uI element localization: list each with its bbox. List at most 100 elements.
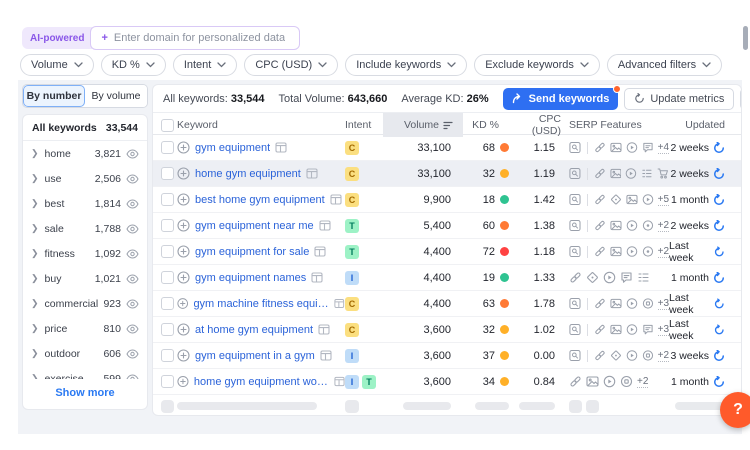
chevron-right-icon[interactable]: ❯ xyxy=(31,348,39,358)
serp-instant-answer-icon[interactable] xyxy=(569,193,581,206)
chevron-right-icon[interactable]: ❯ xyxy=(31,248,39,258)
row-checkbox[interactable] xyxy=(161,167,174,180)
keyword-link[interactable]: home gym equipment xyxy=(195,167,301,180)
serp-sitelinks-icon[interactable] xyxy=(569,375,582,388)
serp-knowledge-panel-icon[interactable] xyxy=(586,271,599,284)
serp-sitelinks-icon[interactable] xyxy=(594,167,606,180)
filter-include-keywords[interactable]: Include keywords xyxy=(345,54,468,76)
serp-image-pack-icon[interactable] xyxy=(610,219,622,232)
keyword-details-icon[interactable] xyxy=(334,298,345,309)
col-serp-features[interactable]: SERP Features xyxy=(569,119,642,131)
keyword-link[interactable]: gym machine fitness equipment xyxy=(193,297,329,310)
keyword-details-icon[interactable] xyxy=(320,350,332,361)
serp-more-count[interactable]: +2 xyxy=(657,349,670,362)
keyword-details-icon[interactable] xyxy=(275,142,287,153)
refresh-metrics-icon[interactable] xyxy=(713,349,725,362)
col-intent[interactable]: Intent xyxy=(345,119,372,131)
add-keyword-icon[interactable] xyxy=(177,323,190,336)
refresh-metrics-icon[interactable] xyxy=(713,141,725,154)
serp-video-icon[interactable] xyxy=(626,245,638,258)
serp-video-icon[interactable] xyxy=(603,375,616,388)
select-all-checkbox[interactable] xyxy=(161,118,174,132)
group-item-commercial[interactable]: ❯ commercial 923 xyxy=(23,291,147,316)
serp-video-icon[interactable] xyxy=(642,193,654,206)
serp-instant-answer-icon[interactable] xyxy=(569,141,581,154)
keyword-details-icon[interactable] xyxy=(319,220,331,231)
serp-video-icon[interactable] xyxy=(625,167,637,180)
chevron-right-icon[interactable]: ❯ xyxy=(31,298,39,308)
row-checkbox[interactable] xyxy=(161,375,174,388)
refresh-metrics-icon[interactable] xyxy=(714,245,725,258)
serp-sitelinks-icon[interactable] xyxy=(594,193,606,206)
serp-sitelinks-icon[interactable] xyxy=(594,297,606,310)
serp-instant-answer-icon[interactable] xyxy=(569,349,581,362)
serp-video-icon[interactable] xyxy=(626,297,638,310)
serp-more-count[interactable]: +2 xyxy=(657,245,670,258)
col-updated[interactable]: Updated xyxy=(685,119,725,131)
filter-kd[interactable]: KD % xyxy=(100,54,166,76)
add-keyword-icon[interactable] xyxy=(177,141,190,154)
serp-video-icon[interactable] xyxy=(626,349,638,362)
keyword-link[interactable]: home gym equipment workout xyxy=(193,375,329,388)
serp-more-count[interactable]: +4 xyxy=(657,141,670,154)
group-item-home[interactable]: ❯ home 3,821 xyxy=(23,141,147,166)
keyword-details-icon[interactable] xyxy=(334,376,345,387)
row-checkbox[interactable] xyxy=(161,141,174,154)
group-item-sale[interactable]: ❯ sale 1,788 xyxy=(23,216,147,241)
chevron-right-icon[interactable]: ❯ xyxy=(31,373,39,379)
add-keyword-icon[interactable] xyxy=(177,219,190,232)
eye-icon[interactable] xyxy=(126,373,139,380)
add-keyword-icon[interactable] xyxy=(177,349,190,362)
chevron-right-icon[interactable]: ❯ xyxy=(31,323,39,333)
chevron-right-icon[interactable]: ❯ xyxy=(31,173,39,183)
group-item-best[interactable]: ❯ best 1,814 xyxy=(23,191,147,216)
group-item-use[interactable]: ❯ use 2,506 xyxy=(23,166,147,191)
serp-more-count[interactable]: +3 xyxy=(657,323,670,336)
serp-instant-answer-icon[interactable] xyxy=(569,167,581,180)
row-checkbox[interactable] xyxy=(161,245,174,258)
serp-image-pack-icon[interactable] xyxy=(610,141,622,154)
serp-sitelinks-icon[interactable] xyxy=(594,141,606,154)
refresh-metrics-icon[interactable] xyxy=(713,271,725,284)
serp-sitelinks-icon[interactable] xyxy=(594,245,606,258)
add-keyword-icon[interactable] xyxy=(177,271,190,284)
show-more-link[interactable]: Show more xyxy=(55,387,115,399)
serp-instant-answer-icon[interactable] xyxy=(569,297,581,310)
eye-icon[interactable] xyxy=(126,223,139,234)
serp-video-icon[interactable] xyxy=(626,219,638,232)
chevron-right-icon[interactable]: ❯ xyxy=(31,273,39,283)
send-keywords-button[interactable]: Send keywords xyxy=(502,85,622,110)
serp-image-pack-icon[interactable] xyxy=(586,375,599,388)
serp-sitelinks-icon[interactable] xyxy=(569,271,582,284)
serp-instant-answer-icon[interactable] xyxy=(569,323,581,336)
eye-icon[interactable] xyxy=(126,148,139,159)
serp-local-pack-icon[interactable] xyxy=(642,245,654,258)
toggle-by-volume[interactable]: By volume xyxy=(85,85,147,107)
col-kd[interactable]: KD % xyxy=(472,119,499,131)
filter-volume[interactable]: Volume xyxy=(20,54,94,76)
refresh-metrics-icon[interactable] xyxy=(713,375,725,388)
add-keyword-icon[interactable] xyxy=(177,375,189,388)
domain-input[interactable]: + Enter domain for personalized data xyxy=(90,26,301,50)
refresh-metrics-icon[interactable] xyxy=(713,167,725,180)
keyword-link[interactable]: gym equipment in a gym xyxy=(195,349,315,362)
group-item-fitness[interactable]: ❯ fitness 1,092 xyxy=(23,241,147,266)
chevron-right-icon[interactable]: ❯ xyxy=(31,198,39,208)
eye-icon[interactable] xyxy=(126,173,139,184)
serp-more-count[interactable]: +2 xyxy=(657,219,670,232)
keyword-details-icon[interactable] xyxy=(306,168,318,179)
serp-more-count[interactable]: +5 xyxy=(657,193,670,206)
serp-image-pack-icon[interactable] xyxy=(610,245,622,258)
serp-reviews-icon[interactable] xyxy=(620,271,633,284)
keyword-link[interactable]: gym equipment names xyxy=(195,271,307,284)
serp-instant-answer-icon[interactable] xyxy=(569,219,581,232)
eye-icon[interactable] xyxy=(126,298,139,309)
scrollbar-thumb[interactable] xyxy=(743,26,748,50)
keyword-details-icon[interactable] xyxy=(330,194,342,205)
serp-reviews-icon[interactable] xyxy=(642,323,654,336)
quota-button[interactable]: 7/10 xyxy=(740,87,741,110)
serp-image-pack-icon[interactable] xyxy=(610,167,622,180)
keyword-details-icon[interactable] xyxy=(314,246,326,257)
keyword-link[interactable]: gym equipment for sale xyxy=(195,245,310,258)
keyword-details-icon[interactable] xyxy=(318,324,330,335)
